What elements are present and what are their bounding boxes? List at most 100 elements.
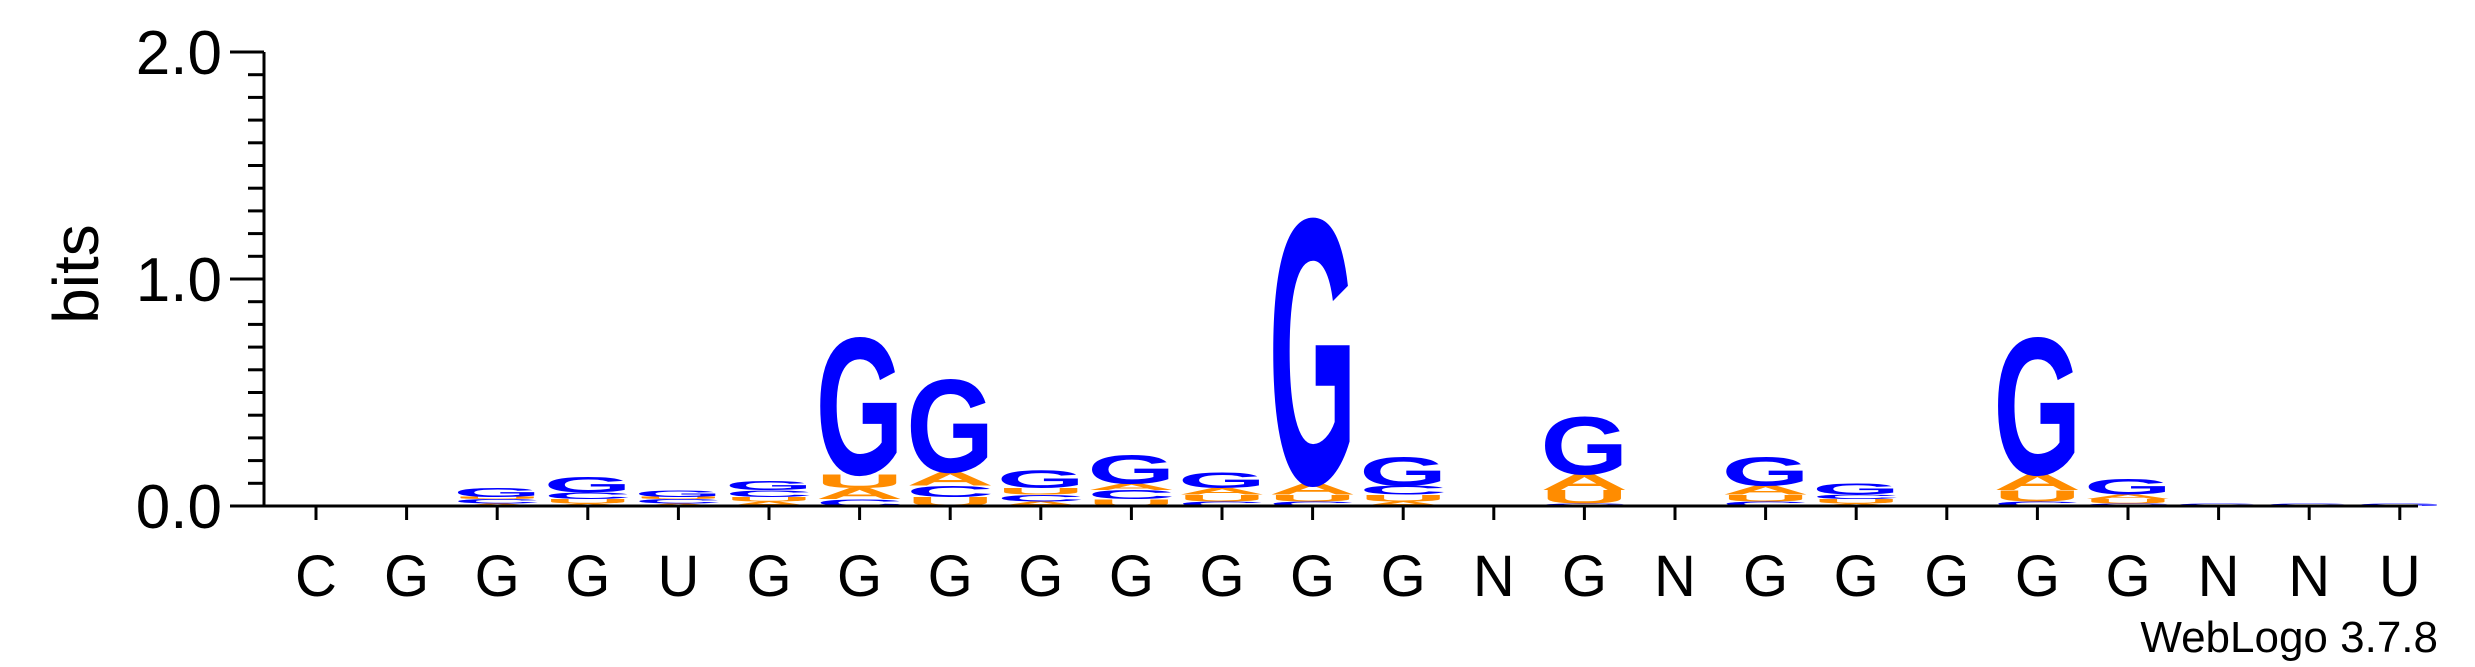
logo-letter-G: G bbox=[544, 473, 632, 498]
logo-letter-A: A bbox=[1087, 482, 1175, 493]
x-tick-label: G bbox=[565, 544, 610, 609]
logo-letter-U: U bbox=[453, 496, 541, 500]
logo-letter-C: C bbox=[634, 498, 722, 505]
logo-letter-C: C bbox=[1087, 488, 1175, 502]
x-tick-label: G bbox=[1924, 544, 1969, 609]
x-tick-label: G bbox=[2015, 544, 2060, 609]
logo-letter-U: U bbox=[1087, 498, 1175, 509]
logo-letter-C: C bbox=[1812, 494, 1900, 501]
x-tick-label: G bbox=[1290, 544, 1335, 609]
y-axis-label: bits bbox=[40, 224, 112, 324]
logo-letter-U: U bbox=[544, 498, 632, 505]
x-tick-label: G bbox=[1199, 544, 1244, 609]
logo-letter-U: U bbox=[1178, 493, 1266, 504]
x-tick-label: G bbox=[1562, 544, 1607, 609]
logo-letter-A: A bbox=[1722, 483, 1810, 497]
logo-letter-G: G bbox=[634, 488, 722, 499]
x-tick-label: N bbox=[1473, 544, 1515, 609]
logo-letter-A: A bbox=[997, 500, 1085, 507]
x-tick-label: G bbox=[1109, 544, 1154, 609]
logo-letter-G: G bbox=[1359, 449, 1447, 495]
logo-letter-G: G bbox=[1722, 449, 1810, 495]
x-tick-label: G bbox=[837, 544, 882, 609]
logo-letter-C: C bbox=[997, 493, 1085, 504]
x-tick-label: N bbox=[2288, 544, 2330, 609]
logo-letter-A: A bbox=[725, 500, 813, 507]
y-tick-label: 1.0 bbox=[136, 246, 222, 315]
logo-letter-C: C bbox=[1722, 500, 1810, 507]
logo-letter-U: U bbox=[2084, 498, 2172, 505]
logo-letter-U: U bbox=[725, 496, 813, 503]
logo-letter-G: G bbox=[906, 352, 994, 501]
logo-letter-G: G bbox=[2084, 475, 2172, 500]
logo-letter-C: C bbox=[816, 498, 904, 509]
logo-letter-C: C bbox=[725, 488, 813, 499]
logo-letter-A: A bbox=[906, 469, 994, 490]
logo-letter-G: G bbox=[816, 296, 904, 515]
logo-letter-U: U bbox=[1269, 493, 1357, 504]
x-tick-label: G bbox=[475, 544, 520, 609]
logo-letter-A: A bbox=[2084, 494, 2172, 501]
letter-stacks: ACUGAUCGACUGAUCGCAUGUCAGACUGUCAGCUAGCUAG… bbox=[453, 140, 2444, 564]
x-tick-label: G bbox=[1834, 544, 1879, 609]
y-tick-label: 0.0 bbox=[136, 473, 222, 542]
logo-letter-U: U bbox=[634, 496, 722, 500]
logo-letter-U: U bbox=[1993, 487, 2081, 505]
logo-letter-A: A bbox=[1359, 500, 1447, 507]
logo-letter-G: G bbox=[725, 479, 813, 493]
logo-letter-G: G bbox=[1087, 447, 1175, 493]
logo-letter-C: C bbox=[906, 483, 994, 501]
x-tick-label: C bbox=[295, 544, 337, 609]
logo-letter-A: A bbox=[1540, 470, 1628, 495]
x-tick-label: G bbox=[384, 544, 429, 609]
x-tick-label: U bbox=[657, 544, 699, 609]
y-tick-label: 2.0 bbox=[136, 19, 222, 88]
logo-letter-G: G bbox=[1269, 140, 1357, 564]
logo-letter-G: G bbox=[1812, 481, 1900, 499]
logo-letter-G: G bbox=[1993, 296, 2081, 515]
x-tick-label: G bbox=[1018, 544, 1063, 609]
logo-letter-U: U bbox=[1722, 493, 1810, 504]
weblogo-credit: WebLogo 3.7.8 bbox=[2140, 613, 2438, 662]
x-tick-label: N bbox=[2198, 544, 2240, 609]
x-tick-label: G bbox=[928, 544, 973, 609]
y-axis: 0.0 1.0 2.0 bbox=[136, 19, 266, 542]
logo-letter-C: C bbox=[453, 498, 541, 505]
x-tick-label: G bbox=[746, 544, 791, 609]
logo-letter-A: A bbox=[1178, 486, 1266, 497]
logo-letter-A: A bbox=[1993, 470, 2081, 495]
logo-letter-U: U bbox=[1540, 487, 1628, 508]
logo-letter-U: U bbox=[997, 486, 1085, 497]
logo-letter-U: U bbox=[1812, 498, 1900, 505]
x-tick-label: G bbox=[1743, 544, 1788, 609]
logo-letter-C: C bbox=[1359, 483, 1447, 497]
x-tick-label: U bbox=[2379, 544, 2421, 609]
logo-letter-C: C bbox=[544, 491, 632, 502]
logo-letter-A: A bbox=[1269, 480, 1357, 498]
logo-letter-C: C bbox=[1993, 500, 2081, 507]
x-tick-label: N bbox=[1654, 544, 1696, 609]
logo-letter-C: C bbox=[1269, 500, 1357, 507]
logo-letter-G: G bbox=[1540, 399, 1628, 491]
logo-letter-C: C bbox=[1178, 500, 1266, 507]
x-tick-label: G bbox=[2105, 544, 2150, 609]
logo-letter-U: U bbox=[1359, 493, 1447, 504]
